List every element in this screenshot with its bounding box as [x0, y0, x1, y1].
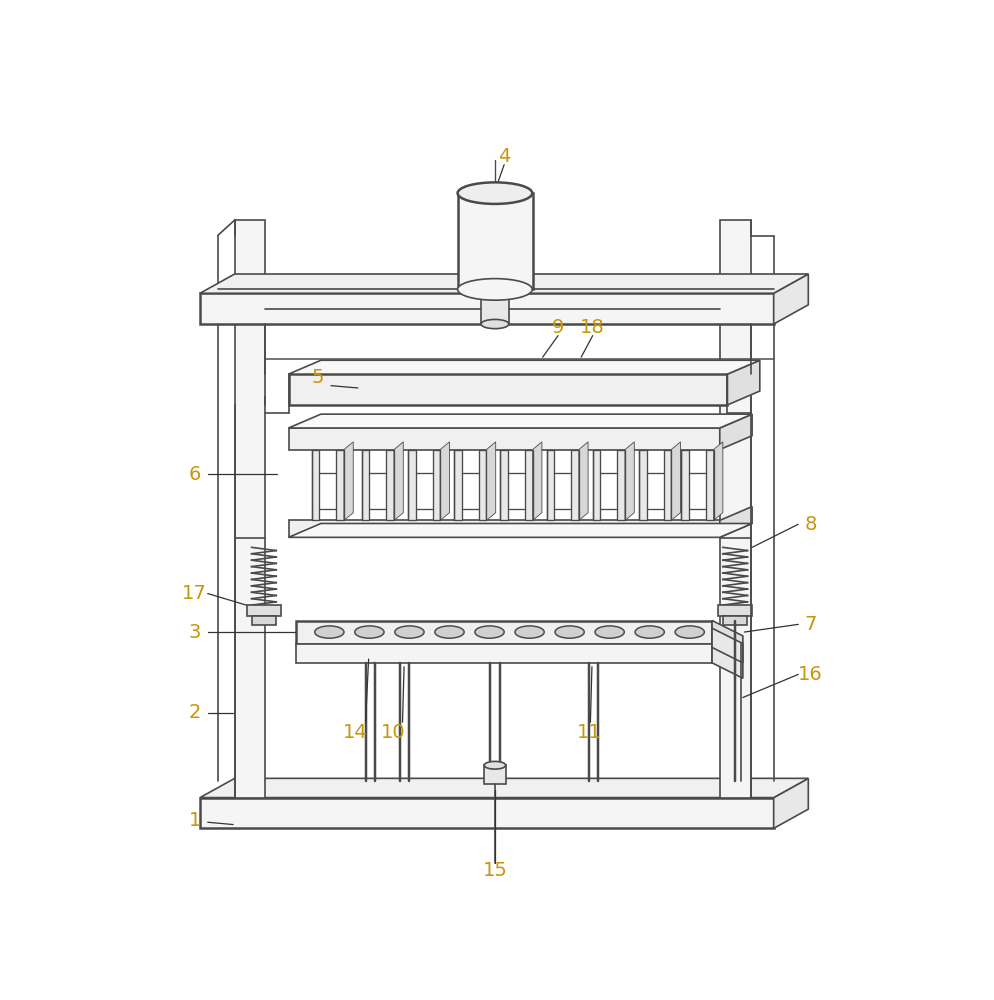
Ellipse shape	[395, 626, 423, 638]
Text: 11: 11	[576, 723, 600, 742]
Polygon shape	[500, 450, 508, 520]
Ellipse shape	[314, 626, 344, 638]
Ellipse shape	[480, 319, 508, 329]
Text: 3: 3	[188, 623, 201, 642]
Polygon shape	[288, 374, 727, 405]
Polygon shape	[457, 193, 532, 289]
Polygon shape	[773, 274, 807, 324]
Ellipse shape	[355, 626, 384, 638]
Polygon shape	[484, 765, 505, 784]
Polygon shape	[616, 450, 624, 520]
Polygon shape	[546, 450, 554, 520]
Polygon shape	[288, 523, 751, 537]
Polygon shape	[394, 442, 403, 520]
Polygon shape	[579, 442, 587, 520]
Text: 15: 15	[482, 861, 507, 880]
Text: 6: 6	[188, 465, 201, 484]
Text: 14: 14	[342, 723, 367, 742]
Polygon shape	[719, 507, 751, 537]
Text: 5: 5	[311, 368, 324, 387]
Text: 2: 2	[188, 703, 201, 722]
Polygon shape	[200, 293, 773, 324]
Polygon shape	[712, 644, 743, 678]
Polygon shape	[773, 778, 807, 828]
Polygon shape	[478, 450, 486, 520]
Polygon shape	[200, 798, 773, 828]
Ellipse shape	[484, 761, 505, 769]
Polygon shape	[638, 450, 646, 520]
Polygon shape	[336, 450, 344, 520]
Text: 1: 1	[188, 811, 201, 830]
Polygon shape	[727, 360, 759, 405]
Polygon shape	[247, 605, 280, 616]
Polygon shape	[722, 616, 746, 625]
Polygon shape	[592, 450, 599, 520]
Polygon shape	[408, 450, 415, 520]
Polygon shape	[486, 442, 495, 520]
Polygon shape	[681, 450, 688, 520]
Polygon shape	[525, 450, 532, 520]
Polygon shape	[624, 442, 633, 520]
Polygon shape	[718, 605, 751, 616]
Ellipse shape	[434, 626, 463, 638]
Polygon shape	[671, 442, 680, 520]
Polygon shape	[532, 442, 542, 520]
Ellipse shape	[515, 626, 544, 638]
Text: 16: 16	[797, 665, 822, 684]
Polygon shape	[362, 450, 369, 520]
Ellipse shape	[634, 626, 664, 638]
Text: 7: 7	[803, 615, 816, 634]
Polygon shape	[251, 616, 276, 625]
Text: 18: 18	[580, 318, 604, 337]
Polygon shape	[663, 450, 671, 520]
Polygon shape	[719, 414, 751, 450]
Polygon shape	[288, 428, 719, 450]
Ellipse shape	[555, 626, 583, 638]
Polygon shape	[719, 220, 749, 798]
Polygon shape	[480, 289, 508, 324]
Polygon shape	[386, 450, 394, 520]
Polygon shape	[288, 360, 759, 374]
Ellipse shape	[674, 626, 704, 638]
Polygon shape	[453, 450, 461, 520]
Text: 9: 9	[552, 318, 564, 337]
Polygon shape	[712, 628, 743, 663]
Polygon shape	[712, 620, 743, 659]
Ellipse shape	[457, 279, 532, 300]
Polygon shape	[439, 442, 449, 520]
Polygon shape	[200, 274, 807, 293]
Polygon shape	[311, 450, 319, 520]
Polygon shape	[235, 220, 265, 798]
Polygon shape	[571, 450, 579, 520]
Text: 17: 17	[182, 584, 207, 603]
Polygon shape	[200, 778, 807, 798]
Polygon shape	[432, 450, 439, 520]
Polygon shape	[288, 414, 751, 428]
Polygon shape	[705, 450, 713, 520]
Polygon shape	[713, 442, 722, 520]
Ellipse shape	[594, 626, 623, 638]
Polygon shape	[296, 620, 712, 644]
Ellipse shape	[457, 182, 532, 204]
Text: 4: 4	[497, 147, 510, 166]
Polygon shape	[296, 644, 712, 663]
Ellipse shape	[474, 626, 504, 638]
Polygon shape	[344, 442, 353, 520]
Polygon shape	[288, 520, 719, 537]
Text: 10: 10	[381, 723, 406, 742]
Text: 8: 8	[803, 515, 816, 534]
